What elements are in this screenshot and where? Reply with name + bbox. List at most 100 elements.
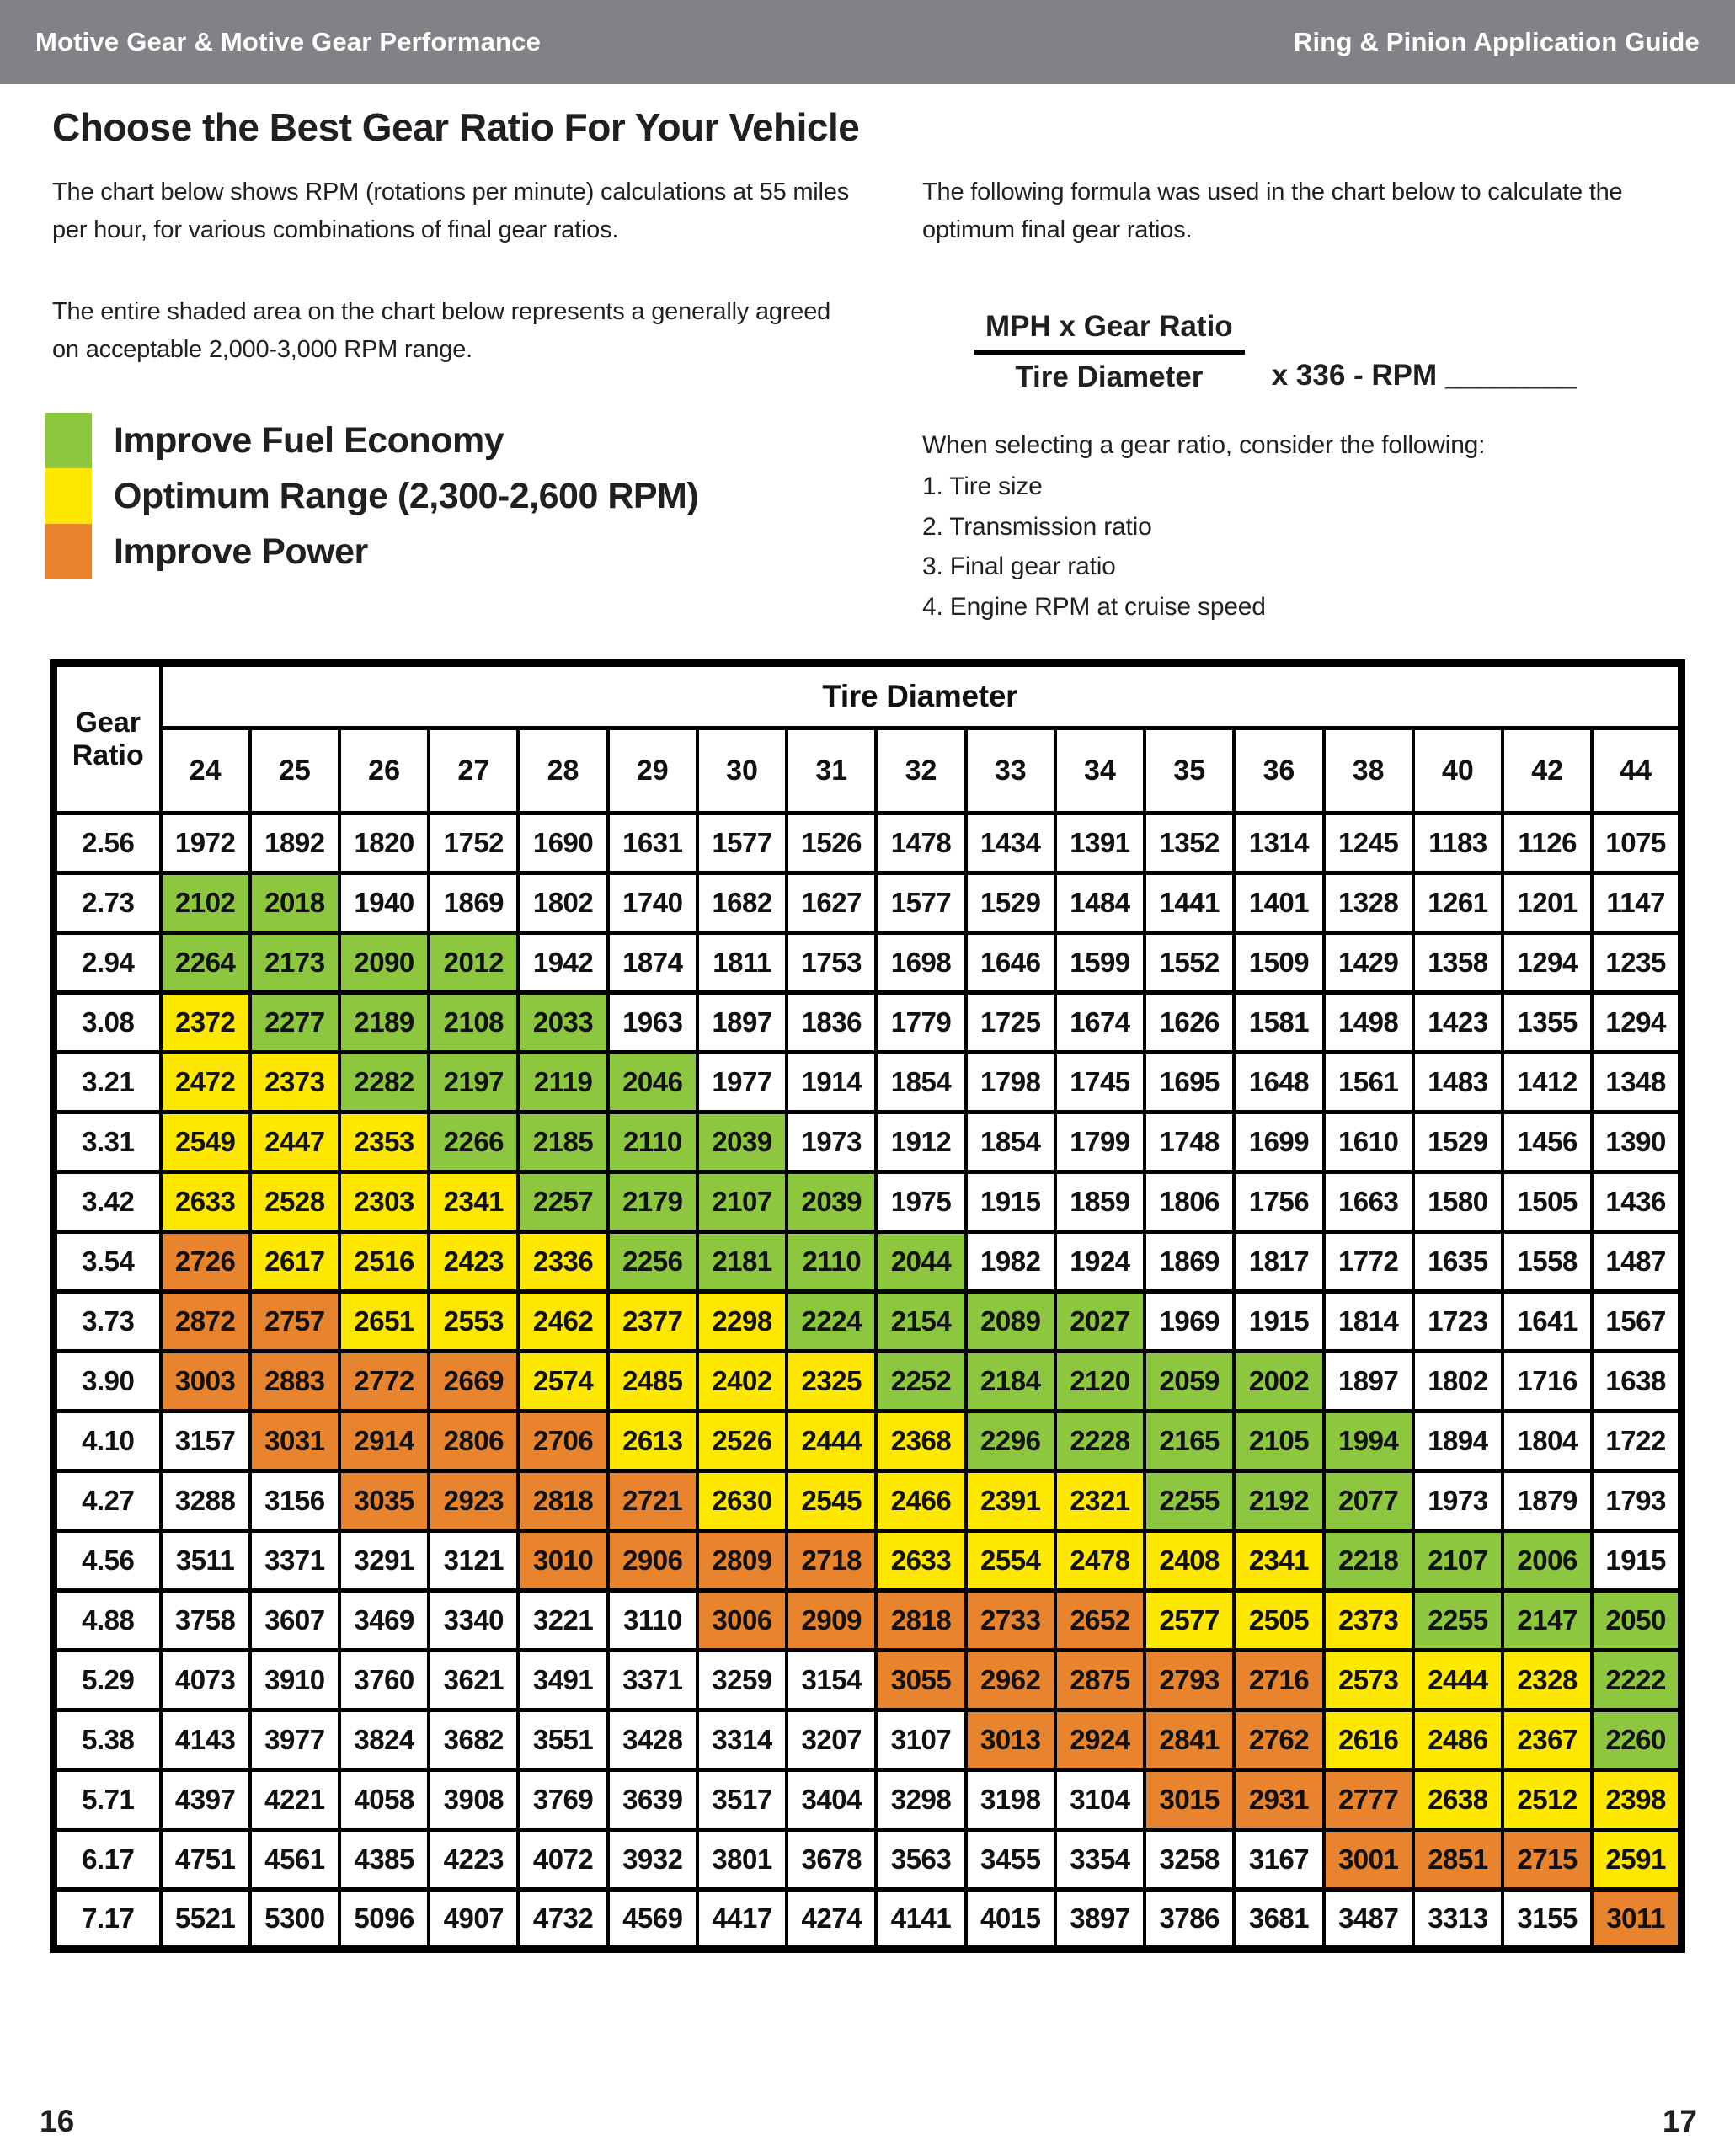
- table-cell: 1977: [695, 1050, 789, 1114]
- table-cell: 1915: [1232, 1289, 1326, 1353]
- column-header-24: 24: [158, 726, 252, 815]
- table-cell: 2046: [606, 1050, 699, 1114]
- table-cell: 1699: [1232, 1110, 1326, 1174]
- table-cell: 1859: [1053, 1170, 1147, 1234]
- table-row: 4.27 3288 3156 3035 2923 2818 2721 2630 2545 2466…: [51, 1469, 1684, 1533]
- table-cell: 3167: [1232, 1828, 1326, 1892]
- column-header-34: 34: [1053, 726, 1147, 815]
- table-cell: 1940: [337, 871, 431, 935]
- legend-label: Optimum Range (2,300-2,600 RPM): [114, 475, 699, 516]
- table-cell: 1820: [337, 811, 431, 875]
- table-cell: 1798: [964, 1050, 1057, 1114]
- table-cell: 2256: [606, 1230, 699, 1294]
- table-cell: 3001: [1321, 1828, 1415, 1892]
- table-cell: 3897: [1053, 1887, 1147, 1951]
- table-cell: 2554: [964, 1529, 1057, 1593]
- table-cell: 3758: [158, 1588, 252, 1652]
- table-cell: 1509: [1232, 931, 1326, 995]
- table-cell: 2228: [1053, 1409, 1147, 1473]
- table-cell: 2341: [1232, 1529, 1326, 1593]
- table-cell: 2806: [427, 1409, 520, 1473]
- table-cell: 2733: [964, 1588, 1057, 1652]
- table-cell: 2110: [606, 1110, 699, 1174]
- gear-ratio-cell: 2.73: [51, 871, 163, 935]
- table-cell: 3371: [248, 1529, 341, 1593]
- formula: MPH x Gear Ratio Tire Diameter x 336 - R…: [974, 310, 1577, 394]
- table-cell: 2423: [427, 1230, 520, 1294]
- table-cell: 3404: [785, 1768, 878, 1832]
- table-cell: 2184: [964, 1349, 1057, 1413]
- table-cell: 2591: [1590, 1828, 1684, 1892]
- table-cell: 2120: [1053, 1349, 1147, 1413]
- table-cell: 4073: [158, 1648, 252, 1712]
- table-cell: 1915: [964, 1170, 1057, 1234]
- table-cell: 2105: [1232, 1409, 1326, 1473]
- table-cell: 1580: [1411, 1170, 1505, 1234]
- table-cell: 3760: [337, 1648, 431, 1712]
- table-cell: 1874: [606, 931, 699, 995]
- table-cell: 2883: [248, 1349, 341, 1413]
- table-row: 2.94 2264 2173 2090 2012 1942 1874 1811 1753 1698…: [51, 931, 1684, 995]
- table-cell: 1682: [695, 871, 789, 935]
- table-cell: 2110: [785, 1230, 878, 1294]
- header-bar: Motive Gear & Motive Gear Performance Ri…: [0, 0, 1735, 84]
- table-cell: 4141: [874, 1887, 968, 1951]
- table-cell: 3198: [964, 1768, 1057, 1832]
- gear-ratio-cell: 3.08: [51, 990, 163, 1054]
- table-cell: 2224: [785, 1289, 878, 1353]
- table-cell: 2516: [337, 1230, 431, 1294]
- table-cell: 3491: [516, 1648, 610, 1712]
- table-cell: 2633: [158, 1170, 252, 1234]
- table-cell: 2039: [785, 1170, 878, 1234]
- table-cell: 3682: [427, 1708, 520, 1772]
- gear-ratio-cell: 5.29: [51, 1648, 163, 1712]
- table-cell: 2373: [1321, 1588, 1415, 1652]
- table-cell: 2486: [1411, 1708, 1505, 1772]
- table-cell: 1646: [964, 931, 1057, 995]
- table-cell: 3207: [785, 1708, 878, 1772]
- table-cell: 2762: [1232, 1708, 1326, 1772]
- table-cell: 1567: [1590, 1289, 1684, 1353]
- table-cell: 2192: [1232, 1469, 1326, 1533]
- table-row: 2.56 1972 1892 1820 1752 1690 1631 1577 1526 1478…: [51, 811, 1684, 875]
- table-cell: 1894: [1411, 1409, 1505, 1473]
- table-cell: 2391: [964, 1469, 1057, 1533]
- table-cell: 1201: [1501, 871, 1594, 935]
- gear-ratio-cell: 4.27: [51, 1469, 163, 1533]
- table-cell: 3932: [606, 1828, 699, 1892]
- table-cell: 1969: [1143, 1289, 1236, 1353]
- table-cell: 1793: [1590, 1469, 1684, 1533]
- table-cell: 4561: [248, 1828, 341, 1892]
- table-cell: 2006: [1501, 1529, 1594, 1593]
- table-cell: 2574: [516, 1349, 610, 1413]
- column-header-27: 27: [427, 726, 520, 815]
- table-cell: 2706: [516, 1409, 610, 1473]
- table-cell: 2197: [427, 1050, 520, 1114]
- table-cell: 1434: [964, 811, 1057, 875]
- table-cell: 2633: [874, 1529, 968, 1593]
- considerations: When selecting a gear ratio, consider th…: [922, 425, 1486, 627]
- table-cell: 1725: [964, 990, 1057, 1054]
- column-header-42: 42: [1501, 726, 1594, 815]
- table-cell: 2444: [785, 1409, 878, 1473]
- table-row: 3.54 2726 2617 2516 2423 2336 2256 2181 2110 2044…: [51, 1230, 1684, 1294]
- table-cell: 3314: [695, 1708, 789, 1772]
- column-header-33: 33: [964, 726, 1057, 815]
- table-cell: 2341: [427, 1170, 520, 1234]
- consideration-item: 3. Final gear ratio: [922, 552, 1116, 581]
- table-cell: 1627: [785, 871, 878, 935]
- table-cell: 4223: [427, 1828, 520, 1892]
- table-cell: 1942: [516, 931, 610, 995]
- table-cell: 1740: [606, 871, 699, 935]
- table-cell: 1423: [1411, 990, 1505, 1054]
- table-cell: 2328: [1501, 1648, 1594, 1712]
- table-cell: 3291: [337, 1529, 431, 1593]
- table-cell: 1756: [1232, 1170, 1326, 1234]
- table-cell: 3455: [964, 1828, 1057, 1892]
- table-cell: 1836: [785, 990, 878, 1054]
- table-cell: 2012: [427, 931, 520, 995]
- table-cell: 2447: [248, 1110, 341, 1174]
- table-cell: 3511: [158, 1529, 252, 1593]
- table-cell: 2526: [695, 1409, 789, 1473]
- gear-ratio-cell: 4.56: [51, 1529, 163, 1593]
